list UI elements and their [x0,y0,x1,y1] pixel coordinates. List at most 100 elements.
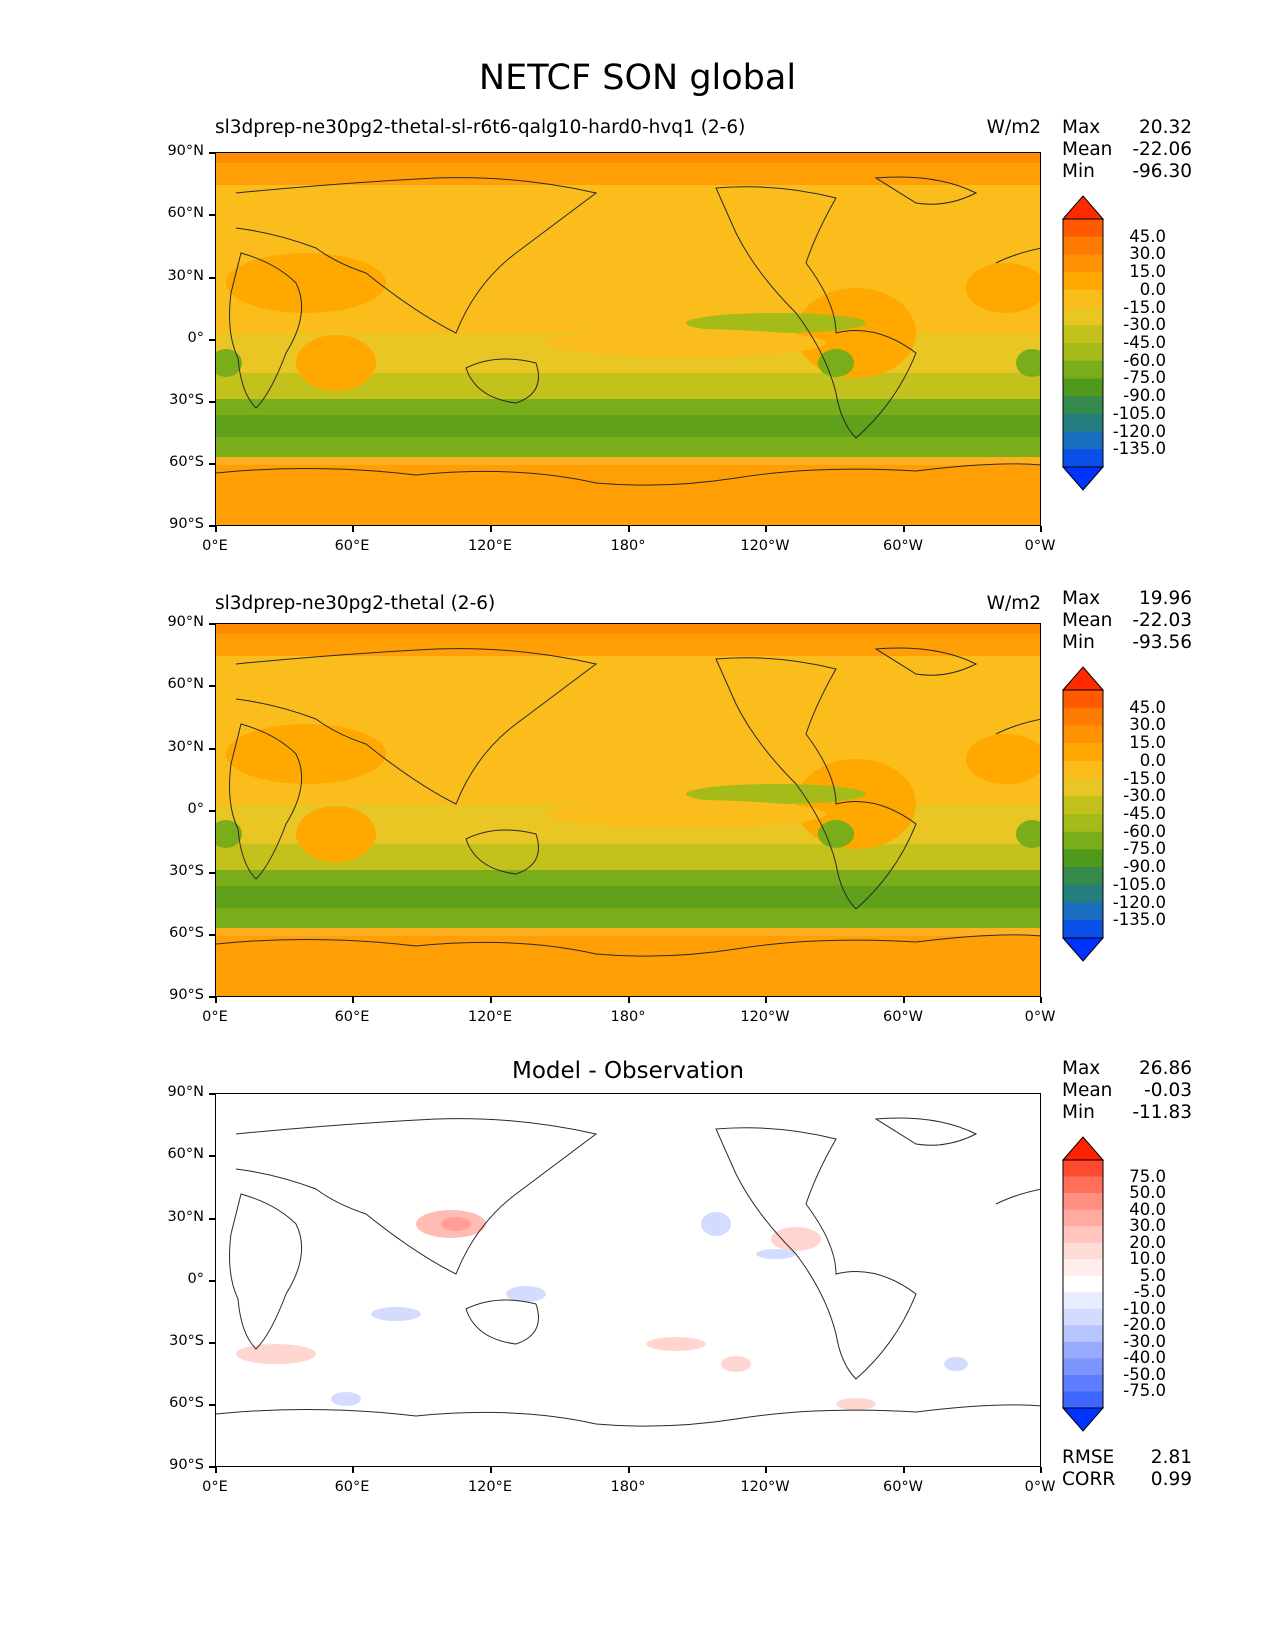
colorbar-tick-label: -30.0 [1123,315,1166,335]
colorbar-segment [1063,1242,1103,1260]
colorbar-segment [1063,1325,1103,1343]
colorbar-tick-label: 0.0 [1139,750,1166,770]
colorbar-tick-label: -105.0 [1112,874,1166,894]
colorbar-segment [1063,343,1103,362]
x-tick-label: 0°W [1024,1009,1056,1025]
colorbar-segment [1063,219,1103,238]
colorbar-tick-label: 30.0 [1129,1216,1166,1236]
colorbar-segment [1063,690,1103,709]
colorbar-segment [1063,360,1103,379]
stat-row-max: Max 19.96 [1062,588,1192,610]
stat-row-mean: Mean -0.03 [1062,1080,1192,1102]
colorbar-tick-label: -60.0 [1123,350,1166,370]
colorbar-segment [1063,1308,1103,1326]
colorbar-segment [1063,378,1103,397]
colorbar-tick-label: -40.0 [1123,1348,1166,1368]
stat-value: -0.03 [1144,1080,1192,1101]
colorbar-tick-label: 15.0 [1129,262,1166,282]
colorbar-segment [1063,254,1103,273]
stat-row-min: Min -96.30 [1062,161,1192,183]
colorbar-tick-label: -15.0 [1123,768,1166,788]
colorbar-tick-label: 75.0 [1129,1166,1166,1186]
stat-row-mean: Mean -22.03 [1062,610,1192,632]
colorbar-tick-label: 50.0 [1129,1183,1166,1203]
colorbar-segment [1063,1259,1103,1277]
y-tick-label: 60°S [169,1395,204,1411]
panel-ref-map [215,623,1041,997]
colorbar-segment [1063,725,1103,744]
colorbar-tick-label: -30.0 [1123,1331,1166,1351]
x-tick-label: 60°E [334,1009,370,1025]
stat-label: Max [1062,1058,1101,1079]
colorbar-tick-label: -50.0 [1123,1364,1166,1384]
panel-diff-title: Model - Observation [511,1058,745,1084]
stat-value: 19.96 [1139,588,1192,609]
colorbar-tick-label: -60.0 [1123,821,1166,841]
x-tick-label: 120°E [467,538,513,554]
x-tick-label: 0°E [202,1009,228,1025]
colorbar-segment [1063,272,1103,291]
stat-label: Max [1062,117,1101,138]
colorbar-segment [1063,1341,1103,1359]
y-tick-label: 60°N [167,1146,204,1162]
colorbar-tick-label: -10.0 [1123,1298,1166,1318]
x-tick-label: 60°W [882,1009,924,1025]
colorbar-tick-label: 40.0 [1129,1199,1166,1219]
colorbar-segment [1063,1292,1103,1310]
stat-value: 0.99 [1150,1469,1192,1490]
colorbar-segment [1063,1374,1103,1392]
y-tick-label: 30°S [169,392,204,408]
x-tick-label: 60°E [334,538,370,554]
panel-test-map [215,152,1041,526]
panel-test-stats: Max 20.32 Mean -22.06 Min -96.30 [1062,117,1192,183]
colorbar-segment [1063,849,1103,868]
y-tick-label: 60°N [167,205,204,221]
stat-label: Min [1062,1102,1095,1123]
x-tick-label: 60°W [882,538,924,554]
stat-row-max: Max 26.86 [1062,1058,1192,1080]
colorbar-tick-label: -90.0 [1123,857,1166,877]
colorbar-segment [1063,743,1103,762]
stat-value: -22.06 [1132,139,1192,160]
stat-value: 26.86 [1139,1058,1192,1079]
stat-row-mean: Mean -22.06 [1062,139,1192,161]
colorbar-tick-label: -90.0 [1123,386,1166,406]
x-tick-label: 0°E [202,538,228,554]
colorbar-tick-label: 45.0 [1129,697,1166,717]
colorbar-segment [1063,1176,1103,1194]
stat-value: 2.81 [1150,1447,1192,1468]
panel-diff-bottom-stats: RMSE 2.81 CORR 0.99 [1062,1447,1192,1491]
stat-row-max: Max 20.32 [1062,117,1192,139]
colorbar-tick-label: -45.0 [1123,804,1166,823]
x-tick-label: 120°E [467,1479,513,1495]
colorbar-tick-label: -105.0 [1112,403,1166,423]
colorbar-segment [1063,760,1103,780]
y-tick-label: 30°S [169,1333,204,1349]
colorbar-tick-label: -30.0 [1123,786,1166,806]
stat-row-min: Min -11.83 [1062,1102,1192,1124]
stat-label: Mean [1062,1080,1113,1101]
figure-title: NETCF SON global [478,58,797,98]
colorbar-tick-label: 0.0 [1139,279,1166,299]
colorbar-segment [1063,796,1103,815]
colorbar-tick-label: 10.0 [1129,1249,1166,1269]
x-tick-label: 120°W [740,1479,790,1495]
colorbar-segment [1063,1358,1103,1376]
colorbar-segment [1063,289,1103,309]
stat-value: -96.30 [1132,161,1192,182]
colorbar-segment [1063,1275,1103,1293]
y-tick-label: 30°S [169,863,204,879]
colorbar-tick-label: -120.0 [1112,421,1166,441]
colorbar-segment [1063,396,1103,415]
y-tick-label: 30°N [167,1209,204,1225]
colorbar-frame [1062,1159,1104,1409]
colorbar-tick-label: 20.0 [1129,1232,1166,1252]
stat-label: Mean [1062,610,1113,631]
colorbar-extend-bottom [1061,937,1105,962]
stat-value: -11.83 [1132,1102,1192,1123]
colorbar-segment [1063,1226,1103,1244]
stat-label: Min [1062,632,1095,653]
colorbar-segment [1063,236,1103,255]
colorbar-extend-bottom [1061,466,1105,491]
y-tick-label: 90°S [169,987,204,1003]
